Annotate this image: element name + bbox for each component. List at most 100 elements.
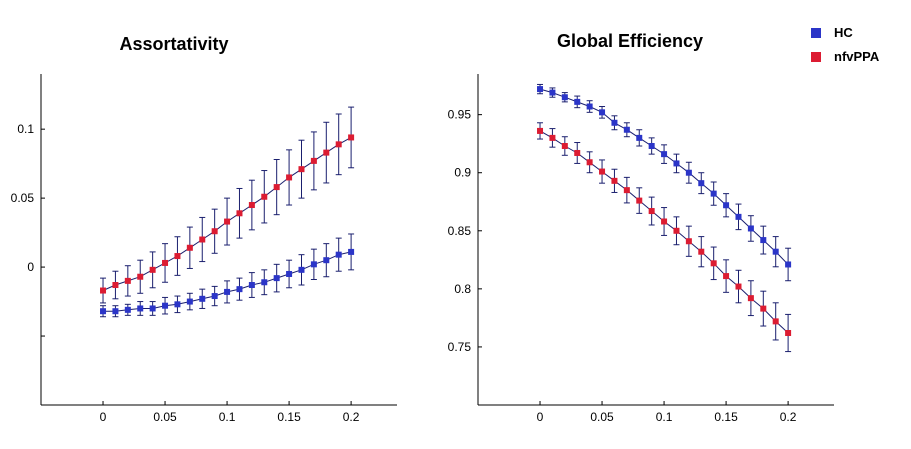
x-tick-label: 0.1 (656, 410, 673, 424)
data-point-hc (335, 251, 342, 258)
x-tick-label: 0 (537, 410, 544, 424)
data-point-nfvppa (698, 248, 705, 255)
data-point-hc (785, 261, 792, 268)
x-tick-label: 0.05 (153, 410, 177, 424)
data-point-hc (648, 143, 655, 150)
data-point-nfvppa (211, 228, 218, 235)
data-point-nfvppa (537, 127, 544, 134)
data-point-nfvppa (747, 295, 754, 302)
x-tick-label: 0.05 (590, 410, 614, 424)
chart-title: Global Efficiency (557, 31, 703, 51)
data-point-hc (698, 180, 705, 187)
y-tick-label: 0.75 (448, 340, 472, 354)
data-point-hc (735, 213, 742, 220)
data-point-hc (124, 306, 131, 313)
data-point-nfvppa (772, 318, 779, 325)
data-point-nfvppa (710, 260, 717, 267)
data-point-hc (298, 266, 305, 273)
data-point-hc (310, 261, 317, 268)
data-point-hc (723, 202, 730, 209)
data-point-hc (561, 94, 568, 101)
data-point-nfvppa (661, 218, 668, 225)
data-point-nfvppa (735, 283, 742, 290)
x-tick-label: 0 (100, 410, 107, 424)
y-tick-label: 0.9 (454, 166, 471, 180)
data-point-nfvppa (561, 143, 568, 150)
x-tick-label: 0.2 (780, 410, 797, 424)
data-point-nfvppa (323, 149, 330, 156)
data-point-nfvppa (335, 141, 342, 148)
data-point-nfvppa (599, 168, 606, 175)
data-point-nfvppa (549, 134, 556, 141)
data-point-hc (100, 308, 107, 315)
data-point-nfvppa (100, 287, 107, 294)
data-point-hc (673, 160, 680, 167)
data-point-nfvppa (186, 244, 193, 251)
data-point-nfvppa (574, 149, 581, 156)
data-point-nfvppa (199, 236, 206, 243)
data-point-hc (685, 169, 692, 176)
data-point-nfvppa (112, 282, 119, 289)
data-point-hc (599, 109, 606, 116)
data-point-hc (760, 237, 767, 244)
data-point-hc (224, 288, 231, 295)
y-tick-label: 0.1 (17, 122, 34, 136)
data-point-hc (137, 305, 144, 312)
data-point-nfvppa (623, 187, 630, 194)
data-point-nfvppa (310, 157, 317, 164)
data-point-hc (211, 293, 218, 300)
data-point-nfvppa (760, 305, 767, 312)
data-point-hc (574, 98, 581, 105)
data-point-nfvppa (586, 159, 593, 166)
data-point-hc (261, 279, 268, 286)
data-point-nfvppa (261, 193, 268, 200)
data-point-hc (162, 302, 169, 309)
data-point-hc (661, 151, 668, 158)
data-point-hc (636, 134, 643, 141)
x-tick-label: 0.15 (714, 410, 738, 424)
data-point-hc (772, 248, 779, 255)
x-tick-label: 0.1 (219, 410, 236, 424)
data-point-nfvppa (174, 253, 181, 260)
y-tick-label: 0.8 (454, 282, 471, 296)
data-point-nfvppa (162, 259, 169, 266)
data-point-nfvppa (224, 218, 231, 225)
data-point-hc (586, 103, 593, 110)
data-point-nfvppa (273, 184, 280, 191)
data-point-hc (248, 282, 255, 289)
data-point-nfvppa (723, 273, 730, 280)
y-tick-label: 0.05 (11, 191, 35, 205)
data-point-hc (286, 270, 293, 277)
y-tick-label: 0.85 (448, 224, 472, 238)
data-point-nfvppa (286, 174, 293, 181)
data-point-nfvppa (298, 166, 305, 173)
data-point-hc (199, 295, 206, 302)
data-point-hc (537, 86, 544, 93)
data-point-nfvppa (673, 227, 680, 234)
assortativity-chart: Assortativity 0 0.05 0.1 0.15 0.2 0.1 0.05 0 (11, 34, 397, 424)
y-tick-label: 0.95 (448, 108, 472, 122)
data-point-hc (323, 257, 330, 264)
data-point-nfvppa (124, 277, 131, 284)
data-point-nfvppa (137, 273, 144, 280)
data-point-hc (348, 248, 355, 255)
data-point-nfvppa (785, 329, 792, 336)
data-point-nfvppa (248, 202, 255, 209)
legend: HC nfvPPA (811, 25, 880, 64)
data-point-hc (611, 119, 618, 126)
data-point-hc (112, 308, 119, 315)
data-point-hc (174, 301, 181, 308)
data-point-nfvppa (636, 197, 643, 204)
data-point-hc (623, 126, 630, 133)
data-point-nfvppa (648, 208, 655, 215)
data-point-hc (549, 89, 556, 96)
legend-swatch-hc (811, 28, 821, 38)
legend-swatch-nfvppa (811, 52, 821, 62)
data-point-nfvppa (611, 177, 618, 184)
legend-label-hc: HC (834, 25, 853, 40)
y-tick-label: 0 (27, 260, 34, 274)
data-point-hc (710, 190, 717, 197)
chart-title: Assortativity (119, 34, 228, 54)
legend-label-nfvppa: nfvPPA (834, 49, 880, 64)
